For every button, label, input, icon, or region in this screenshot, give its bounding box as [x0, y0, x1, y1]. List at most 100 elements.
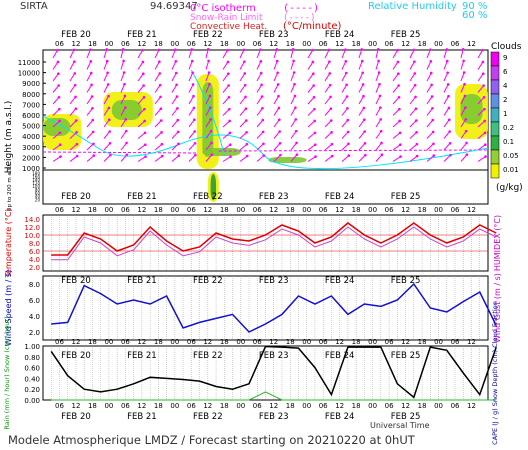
- y-tick-label: 2.0: [29, 329, 40, 337]
- wind-arrow-head: [210, 141, 213, 145]
- wind-arrow-head: [228, 131, 232, 135]
- isotherm-line: [42, 151, 197, 154]
- hour-tick-label: 00: [104, 206, 113, 214]
- wind-arrow-head: [174, 48, 177, 51]
- wind-arrow: [154, 143, 163, 151]
- wind-arrow-head: [313, 131, 317, 135]
- wind-arrow: [409, 120, 417, 128]
- wind-arrow-head: [142, 84, 145, 87]
- wind-arrow: [52, 120, 61, 128]
- wind-arrow-head: [209, 118, 213, 121]
- wind-arrow-head: [396, 48, 399, 52]
- cape-axis-label: CAPE (J / g) Snow Depth (cm) Cloud Fract…: [491, 301, 499, 445]
- wind-arrow-head: [429, 48, 432, 51]
- wind-arrow-head: [429, 60, 433, 63]
- wind-arrow: [222, 96, 230, 105]
- wind-arrow: [256, 84, 263, 93]
- wind-arrow: [273, 119, 280, 128]
- wind-arrow-head: [327, 48, 331, 52]
- day-label: FEB 24: [325, 192, 355, 202]
- wind-arrow: [426, 49, 431, 59]
- low-height-tick: 60: [35, 191, 41, 196]
- wind-arrow-head: [345, 83, 348, 87]
- wind-arrow-head: [142, 96, 146, 99]
- wind-arrow-head: [75, 154, 79, 158]
- y-tick-label: 1.00: [24, 343, 40, 351]
- wind-arrow-head: [125, 141, 128, 145]
- wind-arrow-head: [157, 48, 161, 52]
- wind-arrow: [188, 72, 194, 82]
- colorbar-label: 2: [503, 96, 507, 104]
- temperature-panel: 14.012.010.08.06.04.02.0: [24, 214, 497, 272]
- wind-arrow: [205, 154, 213, 162]
- legend-isotherm-sym: (----): [283, 3, 319, 14]
- height-tick: 5000: [22, 123, 40, 131]
- wind-arrow-head: [259, 71, 263, 75]
- wind-arrow-head: [56, 72, 60, 76]
- wind-arrow-head: [346, 118, 350, 122]
- wind-arrow: [69, 73, 76, 82]
- hour-tick-label: 12: [137, 206, 146, 214]
- wind-arrow: [137, 156, 146, 162]
- wind-arrow: [460, 84, 465, 93]
- wind-arrow-head: [414, 95, 417, 99]
- wind-arrow: [222, 85, 230, 93]
- wind-arrow: [137, 144, 146, 151]
- wind-arrow-head: [158, 60, 161, 63]
- wind-arrow-head: [209, 106, 212, 109]
- wind-arrow-head: [279, 153, 282, 157]
- hour-tick-label: 12: [269, 40, 278, 48]
- height-tick: 2000: [22, 154, 40, 162]
- wind-arrow-head: [362, 94, 365, 98]
- wind-arrow: [460, 142, 467, 151]
- wind-arrow: [103, 131, 111, 139]
- wind-arrow: [52, 132, 61, 139]
- wind-arrow-head: [364, 153, 367, 157]
- colorbar-label: 0.1: [503, 138, 514, 146]
- series-line: [51, 222, 497, 256]
- wind-arrow-head: [294, 118, 298, 121]
- wind-arrow-head: [105, 48, 109, 51]
- wind-arrow: [409, 84, 416, 93]
- wind-arrow: [307, 85, 315, 93]
- wind-arrow: [171, 131, 179, 139]
- hour-tick-label: 18: [286, 402, 295, 410]
- colorbar-segment: [490, 79, 500, 95]
- wind-arrow-head: [208, 94, 212, 98]
- wind-arrow: [222, 132, 231, 139]
- wind-arrow: [392, 73, 399, 82]
- cloud-panel: 11000 10000 9000 8000 7000 6000 5000 4000 3000 20…: [18, 47, 489, 205]
- wind-arrow-head: [56, 60, 60, 64]
- wind-arrow: [137, 73, 144, 82]
- wind-arrow: [154, 49, 160, 59]
- wind-arrow-head: [379, 129, 383, 133]
- wind-arrow: [120, 49, 124, 59]
- low-height-tick: 80: [35, 188, 41, 193]
- wind-arrow: [290, 49, 294, 59]
- hour-tick-label: 00: [236, 402, 245, 410]
- wind-arrow: [358, 95, 364, 105]
- wind-arrow-head: [107, 118, 111, 122]
- wind-arrow: [205, 49, 209, 59]
- wind-arrow-head: [412, 48, 416, 52]
- wind-arrow-head: [329, 119, 333, 122]
- day-label: FEB 25: [391, 192, 421, 202]
- wind-arrow-head: [378, 94, 382, 98]
- wind-speed-axis-label: Wind Speed (m / s): [4, 270, 13, 346]
- wind-arrow: [273, 72, 279, 82]
- wind-arrow-head: [108, 130, 111, 133]
- wind-arrow-head: [313, 119, 316, 123]
- wind-arrow-head: [158, 72, 162, 75]
- wind-arrow-head: [311, 48, 314, 52]
- wind-arrow-head: [109, 153, 112, 157]
- wind-arrow-head: [294, 129, 298, 133]
- wind-arrow-head: [378, 82, 381, 86]
- colorbar-label: 9: [503, 54, 507, 62]
- hour-tick-label: 06: [253, 402, 262, 410]
- y-tick-label: 14.0: [24, 216, 40, 224]
- wind-arrow-head: [106, 71, 109, 75]
- wind-arrow: [86, 119, 94, 128]
- wind-arrow: [171, 143, 179, 151]
- legend-snowrain: Snow-Rain Limit: [190, 13, 263, 23]
- wind-arrow-head: [124, 129, 128, 133]
